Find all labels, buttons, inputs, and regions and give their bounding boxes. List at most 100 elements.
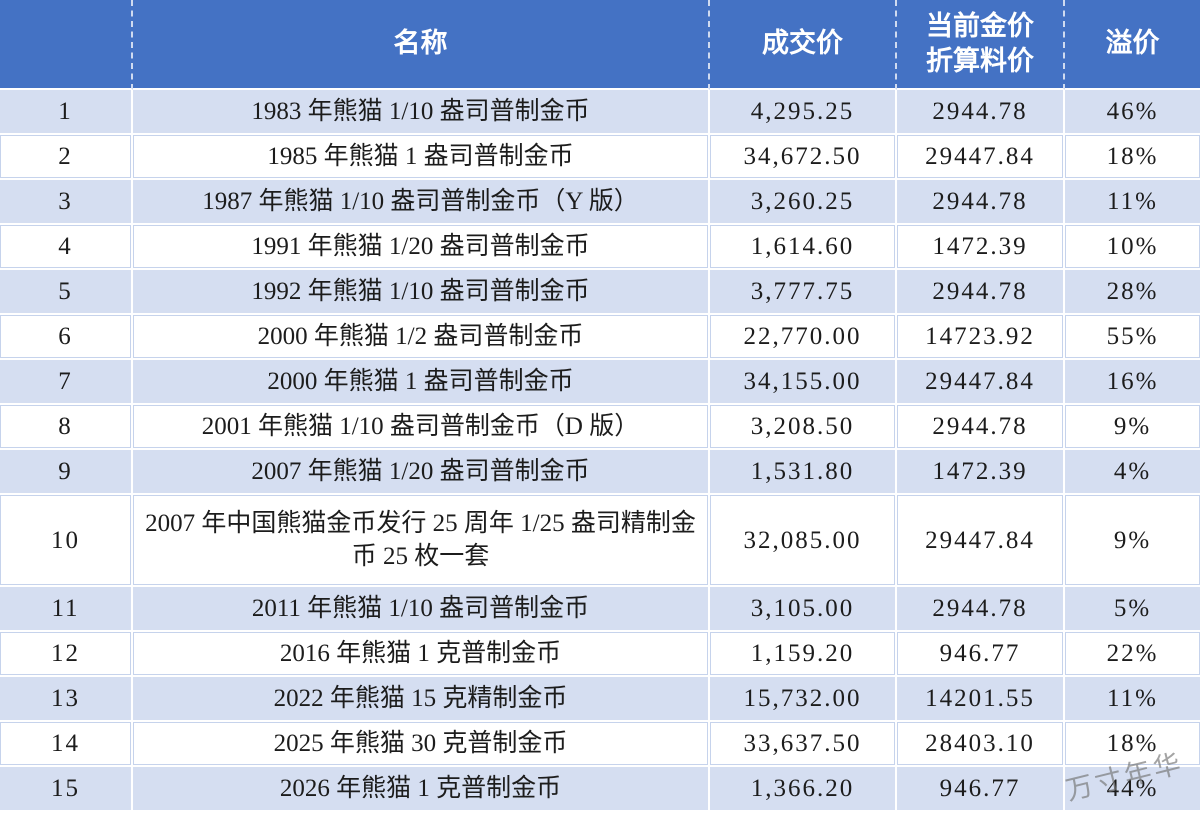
- premium-cell: 4%: [1065, 450, 1200, 495]
- deal-price-cell: 34,155.00: [710, 360, 897, 405]
- premium-cell: 16%: [1065, 360, 1200, 405]
- coin-name-cell: 2016 年熊猫 1 克普制金币: [133, 632, 710, 677]
- row-index-cell: 15: [0, 767, 133, 812]
- table-row: 9 2007 年熊猫 1/20 盎司普制金币 1,531.80 1472.39 4%: [0, 450, 1200, 495]
- deal-price-cell: 1,159.20: [710, 632, 897, 677]
- gold-value-cell: 946.77: [897, 767, 1065, 812]
- table-row: 12 2016 年熊猫 1 克普制金币 1,159.20 946.77 22%: [0, 632, 1200, 677]
- deal-price-cell: 3,777.75: [710, 270, 897, 315]
- row-index-cell: 5: [0, 270, 133, 315]
- deal-price-cell: 3,105.00: [710, 587, 897, 632]
- coin-name-cell: 2007 年熊猫 1/20 盎司普制金币: [133, 450, 710, 495]
- row-index-cell: 1: [0, 90, 133, 135]
- header-name-cell: 名称: [133, 0, 710, 90]
- table-row: 15 2026 年熊猫 1 克普制金币 1,366.20 946.77 44%: [0, 767, 1200, 812]
- deal-price-cell: 1,366.20: [710, 767, 897, 812]
- premium-cell: 11%: [1065, 180, 1200, 225]
- table-row: 6 2000 年熊猫 1/2 盎司普制金币 22,770.00 14723.92 55%: [0, 315, 1200, 360]
- deal-price-cell: 15,732.00: [710, 677, 897, 722]
- table-row: 10 2007 年中国熊猫金币发行 25 周年 1/25 盎司精制金币 25 枚一…: [0, 495, 1200, 587]
- coin-name-cell: 2000 年熊猫 1 盎司普制金币: [133, 360, 710, 405]
- row-index-cell: 11: [0, 587, 133, 632]
- premium-cell: 44%: [1065, 767, 1200, 812]
- row-index-cell: 7: [0, 360, 133, 405]
- premium-cell: 5%: [1065, 587, 1200, 632]
- deal-price-cell: 3,260.25: [710, 180, 897, 225]
- table-row: 14 2025 年熊猫 30 克普制金币 33,637.50 28403.10 18%: [0, 722, 1200, 767]
- premium-cell: 55%: [1065, 315, 1200, 360]
- row-index-cell: 6: [0, 315, 133, 360]
- deal-price-cell: 22,770.00: [710, 315, 897, 360]
- table-row: 2 1985 年熊猫 1 盎司普制金币 34,672.50 29447.84 18%: [0, 135, 1200, 180]
- coin-name-cell: 2011 年熊猫 1/10 盎司普制金币: [133, 587, 710, 632]
- gold-value-cell: 1472.39: [897, 450, 1065, 495]
- premium-cell: 11%: [1065, 677, 1200, 722]
- table-row: 3 1987 年熊猫 1/10 盎司普制金币（Y 版） 3,260.25 2944.7…: [0, 180, 1200, 225]
- table-row: 4 1991 年熊猫 1/20 盎司普制金币 1,614.60 1472.39 10%: [0, 225, 1200, 270]
- table-row: 5 1992 年熊猫 1/10 盎司普制金币 3,777.75 2944.78 28%: [0, 270, 1200, 315]
- row-index-cell: 4: [0, 225, 133, 270]
- coin-name-cell: 1985 年熊猫 1 盎司普制金币: [133, 135, 710, 180]
- row-index-cell: 14: [0, 722, 133, 767]
- premium-cell: 18%: [1065, 135, 1200, 180]
- coin-name-cell: 2007 年中国熊猫金币发行 25 周年 1/25 盎司精制金币 25 枚一套: [133, 495, 710, 587]
- coin-name-cell: 2000 年熊猫 1/2 盎司普制金币: [133, 315, 710, 360]
- premium-cell: 18%: [1065, 722, 1200, 767]
- gold-value-cell: 1472.39: [897, 225, 1065, 270]
- premium-cell: 28%: [1065, 270, 1200, 315]
- coin-name-cell: 1991 年熊猫 1/20 盎司普制金币: [133, 225, 710, 270]
- header-index-cell: [0, 0, 133, 90]
- gold-value-cell: 28403.10: [897, 722, 1065, 767]
- table-header: 名称 成交价 当前金价 折算料价 溢价: [0, 0, 1200, 90]
- coin-name-cell: 2022 年熊猫 15 克精制金币: [133, 677, 710, 722]
- gold-value-cell: 2944.78: [897, 587, 1065, 632]
- header-gold-cell: 当前金价 折算料价: [897, 0, 1065, 90]
- gold-value-cell: 29447.84: [897, 360, 1065, 405]
- premium-cell: 10%: [1065, 225, 1200, 270]
- coin-name-cell: 1987 年熊猫 1/10 盎司普制金币（Y 版）: [133, 180, 710, 225]
- row-index-cell: 9: [0, 450, 133, 495]
- gold-value-cell: 2944.78: [897, 405, 1065, 450]
- coin-name-cell: 1992 年熊猫 1/10 盎司普制金币: [133, 270, 710, 315]
- premium-cell: 9%: [1065, 405, 1200, 450]
- deal-price-cell: 4,295.25: [710, 90, 897, 135]
- table-row: 8 2001 年熊猫 1/10 盎司普制金币（D 版） 3,208.50 2944.7…: [0, 405, 1200, 450]
- header-gold-line1: 当前金价: [926, 10, 1034, 41]
- row-index-cell: 10: [0, 495, 133, 587]
- row-index-cell: 2: [0, 135, 133, 180]
- coin-name-cell: 1983 年熊猫 1/10 盎司普制金币: [133, 90, 710, 135]
- table-row: 7 2000 年熊猫 1 盎司普制金币 34,155.00 29447.84 16%: [0, 360, 1200, 405]
- row-index-cell: 3: [0, 180, 133, 225]
- row-index-cell: 8: [0, 405, 133, 450]
- table-row: 13 2022 年熊猫 15 克精制金币 15,732.00 14201.55 11%: [0, 677, 1200, 722]
- deal-price-cell: 3,208.50: [710, 405, 897, 450]
- gold-value-cell: 29447.84: [897, 495, 1065, 587]
- deal-price-cell: 1,614.60: [710, 225, 897, 270]
- coin-name-cell: 2026 年熊猫 1 克普制金币: [133, 767, 710, 812]
- deal-price-cell: 34,672.50: [710, 135, 897, 180]
- gold-value-cell: 2944.78: [897, 180, 1065, 225]
- gold-value-cell: 2944.78: [897, 270, 1065, 315]
- gold-value-cell: 14723.92: [897, 315, 1065, 360]
- gold-value-cell: 946.77: [897, 632, 1065, 677]
- coin-name-cell: 2001 年熊猫 1/10 盎司普制金币（D 版）: [133, 405, 710, 450]
- deal-price-cell: 33,637.50: [710, 722, 897, 767]
- gold-value-cell: 2944.78: [897, 90, 1065, 135]
- row-index-cell: 12: [0, 632, 133, 677]
- premium-cell: 9%: [1065, 495, 1200, 587]
- table-row: 1 1983 年熊猫 1/10 盎司普制金币 4,295.25 2944.78 46%: [0, 90, 1200, 135]
- table-row: 11 2011 年熊猫 1/10 盎司普制金币 3,105.00 2944.78 5%: [0, 587, 1200, 632]
- premium-cell: 22%: [1065, 632, 1200, 677]
- gold-value-cell: 29447.84: [897, 135, 1065, 180]
- header-row: 名称 成交价 当前金价 折算料价 溢价: [0, 0, 1200, 90]
- gold-value-cell: 14201.55: [897, 677, 1065, 722]
- header-gold-line2: 折算料价: [926, 46, 1034, 76]
- row-index-cell: 13: [0, 677, 133, 722]
- header-price-cell: 成交价: [710, 0, 897, 90]
- coin-name-cell: 2025 年熊猫 30 克普制金币: [133, 722, 710, 767]
- table-body: 1 1983 年熊猫 1/10 盎司普制金币 4,295.25 2944.78 46% 2…: [0, 90, 1200, 812]
- header-premium-cell: 溢价: [1065, 0, 1200, 90]
- deal-price-cell: 1,531.80: [710, 450, 897, 495]
- premium-cell: 46%: [1065, 90, 1200, 135]
